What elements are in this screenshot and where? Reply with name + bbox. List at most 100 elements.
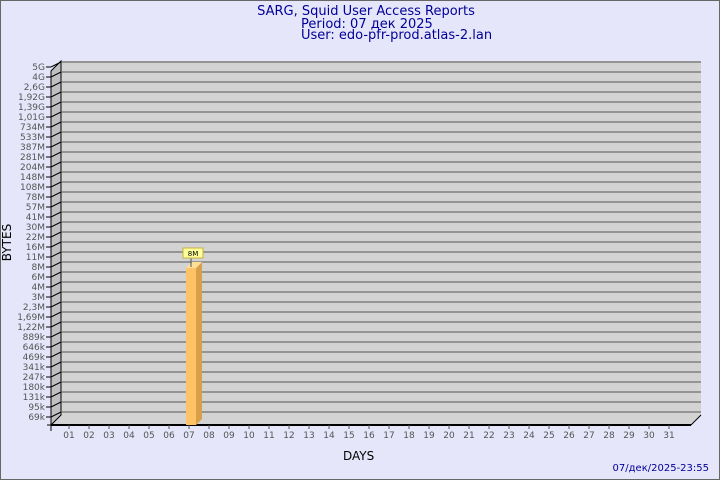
y-axis-label: BYTES <box>0 223 15 262</box>
x-tick-label: 08 <box>203 431 215 441</box>
x-tick-label: 30 <box>643 431 655 441</box>
y-tick-label: 646k <box>23 343 46 353</box>
y-tick-label: 22M <box>26 233 45 243</box>
y-tick-label: 16M <box>26 243 45 253</box>
y-tick-label: 387M <box>20 143 45 153</box>
x-tick-label: 13 <box>303 431 314 441</box>
y-tick-diagonal <box>50 331 62 338</box>
chart-title: SARG, Squid User Access Reports <box>257 4 475 19</box>
y-tick-label: 3M <box>32 293 46 303</box>
y-tick-label: 4M <box>32 283 46 293</box>
y-tick-diagonal <box>50 181 62 188</box>
footer-timestamp: 07/дек/2025-23:55 <box>612 463 709 474</box>
y-tick-label: 247k <box>23 373 46 383</box>
y-tick-diagonal <box>50 351 62 358</box>
chart-period: Period: 07 дек 2025 <box>301 17 433 32</box>
x-tick-label: 17 <box>383 431 394 441</box>
y-tick-diagonal <box>50 371 62 378</box>
floor-edge <box>690 414 702 426</box>
y-tick-label: 889k <box>23 333 46 343</box>
y-tick-label: 8M <box>32 263 46 273</box>
y-tick-label: 95k <box>28 403 45 413</box>
y-tick-diagonal <box>50 341 62 348</box>
y-tick-diagonal <box>50 361 62 368</box>
y-tick-diagonal <box>50 311 62 318</box>
data-label-box <box>182 247 204 259</box>
y-tick-label: 131k <box>23 393 46 403</box>
y-tick-diagonal <box>50 281 62 288</box>
y-tick-label: 2,3M <box>23 303 45 313</box>
y-tick-label: 30M <box>26 223 45 233</box>
y-tick-diagonal <box>50 391 62 398</box>
y-tick-label: 6M <box>32 273 46 283</box>
y-tick-label: 734M <box>20 123 45 133</box>
x-tick-label: 20 <box>443 431 455 441</box>
y-tick-label: 180k <box>23 383 46 393</box>
y-tick-diagonal <box>50 211 62 218</box>
y-tick-label: 281M <box>20 153 45 163</box>
data-label: 8M <box>188 250 199 258</box>
y-tick-diagonal <box>50 161 62 168</box>
x-tick-label: 24 <box>523 431 535 441</box>
y-tick-diagonal <box>50 141 62 148</box>
y-tick-diagonal <box>50 321 62 328</box>
y-tick-label: 5G <box>32 63 45 73</box>
x-tick-label: 04 <box>123 431 135 441</box>
y-tick-diagonal <box>50 231 62 238</box>
y-tick-label: 2,6G <box>24 83 45 93</box>
y-tick-diagonal <box>50 191 62 198</box>
y-tick-diagonal <box>50 151 62 158</box>
x-tick-label: 29 <box>623 431 635 441</box>
x-tick-label: 26 <box>563 431 575 441</box>
y-tick-diagonal <box>50 171 62 178</box>
y-tick-label: 1,92G <box>18 93 45 103</box>
x-tick-label: 05 <box>143 431 154 441</box>
y-tick-diagonal <box>50 271 62 278</box>
x-tick-label: 02 <box>83 431 94 441</box>
y-tick-diagonal <box>50 241 62 248</box>
y-tick-label: 108M <box>20 183 45 193</box>
x-tick-label: 12 <box>283 431 294 441</box>
y-tick-label: 69k <box>28 413 45 423</box>
y-tick-diagonal <box>50 301 62 308</box>
x-tick-label: 23 <box>503 431 514 441</box>
y-tick-diagonal <box>50 121 62 128</box>
x-tick-label: 16 <box>363 431 375 441</box>
y-tick-diagonal <box>50 201 62 208</box>
x-tick-label: 01 <box>63 431 74 441</box>
y-tick-diagonal <box>50 291 62 298</box>
bar-07 <box>186 268 196 425</box>
y-tick-diagonal <box>50 101 62 108</box>
x-tick-label: 28 <box>603 431 615 441</box>
x-tick-label: 09 <box>223 431 235 441</box>
y-tick-label: 1,01G <box>18 113 45 123</box>
y-tick-label: 4G <box>32 73 45 83</box>
y-tick-diagonal <box>50 81 62 88</box>
x-tick-label: 27 <box>583 431 594 441</box>
x-tick-label: 25 <box>543 431 554 441</box>
y-tick-diagonal <box>50 251 62 258</box>
y-tick-label: 341k <box>23 363 46 373</box>
y-tick-diagonal <box>50 381 62 388</box>
bar-side-07 <box>196 262 202 425</box>
x-tick-label: 18 <box>403 431 415 441</box>
y-tick-label: 41M <box>26 213 45 223</box>
y-tick-label: 78M <box>26 193 45 203</box>
x-tick-label: 15 <box>343 431 354 441</box>
x-tick-label: 21 <box>463 431 474 441</box>
y-tick-diagonal <box>50 111 62 118</box>
x-tick-label: 14 <box>323 431 335 441</box>
x-tick-label: 03 <box>103 431 114 441</box>
x-tick-label: 31 <box>663 431 674 441</box>
y-tick-diagonal <box>50 411 62 418</box>
y-tick-label: 533M <box>20 133 45 143</box>
x-tick-label: 19 <box>423 431 435 441</box>
x-tick-label: 10 <box>243 431 255 441</box>
y-tick-diagonal <box>50 261 62 268</box>
x-axis-label: DAYS <box>343 449 375 463</box>
x-tick-label: 06 <box>163 431 175 441</box>
y-tick-label: 57M <box>26 203 45 213</box>
y-tick-label: 1,22M <box>17 323 45 333</box>
chart-user: User: edo-pfr-prod.atlas-2.lan <box>301 28 493 43</box>
